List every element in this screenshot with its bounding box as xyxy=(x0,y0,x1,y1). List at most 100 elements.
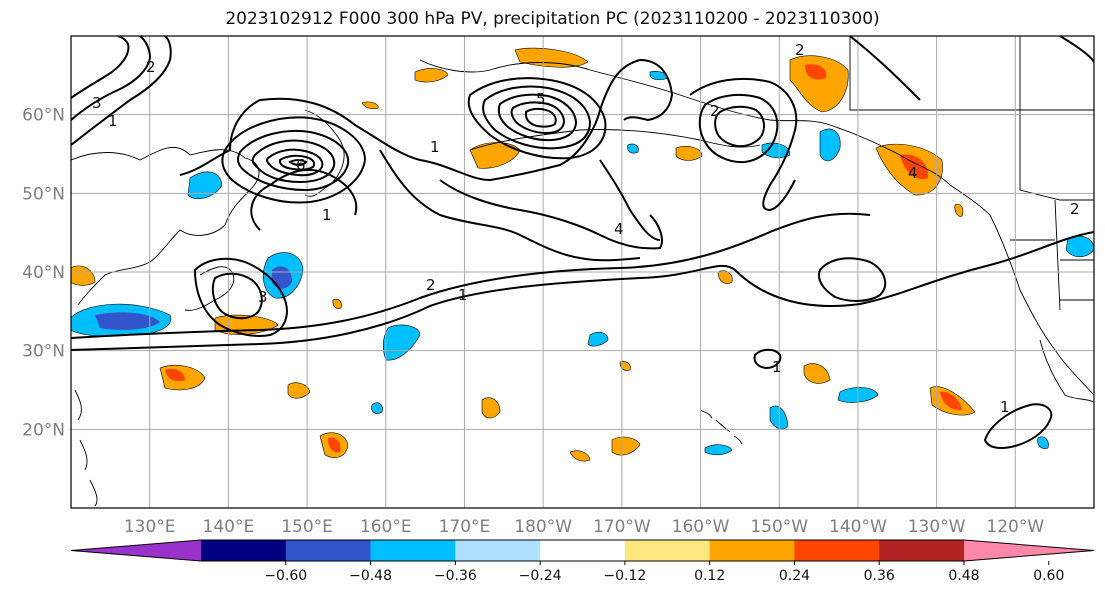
precip-blob xyxy=(287,382,311,399)
contour-1 xyxy=(179,58,674,182)
precip-blob xyxy=(627,143,639,154)
colorbar-extend-low xyxy=(71,540,201,561)
latitude-labels: 60°N 50°N 40°N 30°N 20°N xyxy=(22,106,65,441)
contour-label: 2 xyxy=(146,58,156,76)
contour-label: 4 xyxy=(908,164,918,182)
precip-blob xyxy=(587,331,609,347)
contour-label: 1 xyxy=(458,286,468,304)
contour-aleut-5 xyxy=(524,107,557,128)
precip-blob xyxy=(95,312,160,330)
colorbar-tick-label: −0.36 xyxy=(434,568,477,584)
colorbar: −0.60 −0.48 −0.36 −0.24 −0.12 0.12 0.24 0.36 0.4… xyxy=(70,539,1095,584)
coastline-na-west xyxy=(989,214,1094,396)
contour-low-5 xyxy=(278,154,316,171)
state-border xyxy=(1019,36,1094,201)
contour-nw-3 xyxy=(71,36,130,99)
colorbar-tick-label: 0.48 xyxy=(948,568,979,584)
colorbar-segment xyxy=(624,540,711,561)
contour-aleut-3 xyxy=(497,93,578,142)
contour-east-1 xyxy=(689,77,798,212)
colorbar-segment xyxy=(455,540,541,561)
precip-blob xyxy=(805,64,827,80)
contour-loop-2 xyxy=(753,348,782,370)
lon-label: 140°W xyxy=(829,517,887,537)
coastline-philippines xyxy=(74,389,98,507)
precip-blob xyxy=(704,444,733,456)
lat-label: 60°N xyxy=(22,106,65,126)
precip-blob xyxy=(789,55,849,113)
colorbar-tick-label: −0.60 xyxy=(264,568,307,584)
contour-aleut-1 xyxy=(467,77,607,160)
contour-label: 1 xyxy=(108,112,118,130)
precip-blob xyxy=(761,142,791,159)
contour-label: 1 xyxy=(322,206,332,224)
contour-low-6 xyxy=(288,159,308,166)
coastline-hawaii xyxy=(699,409,743,445)
coastline-baja xyxy=(1039,339,1094,403)
precip-blob xyxy=(675,146,703,161)
colorbar-segment xyxy=(879,540,965,561)
lon-label: 140°E xyxy=(203,517,255,537)
precip-blob xyxy=(819,128,841,162)
colorbar-tick-label: 0.12 xyxy=(694,568,725,584)
coastline-alaska xyxy=(419,59,991,216)
longitude-labels: 130°E 140°E 150°E 160°E 170°E 180°W 170°W 160°W… xyxy=(124,517,1045,537)
contour-label: 1 xyxy=(430,138,440,156)
lon-label: 130°E xyxy=(124,517,176,537)
contour-loop-1 xyxy=(983,403,1053,449)
precip-blob xyxy=(717,270,733,284)
precip-blob xyxy=(414,68,449,83)
map-content: 1 2 1 1 2 2 6 5 3 4 4 1 1 1 3 2 2 xyxy=(71,36,1094,508)
contour-high-eq xyxy=(250,168,358,231)
contour-low-1 xyxy=(221,116,367,204)
coastline-japan xyxy=(184,266,235,311)
colorbar-segment xyxy=(709,540,795,561)
contour-label: 1 xyxy=(772,358,782,376)
precip-blob xyxy=(954,203,964,217)
contour-low-2 xyxy=(237,129,350,192)
precip-blob xyxy=(71,265,96,286)
precip-blob xyxy=(900,154,929,180)
colorbar-extend-high xyxy=(964,540,1094,561)
contour-labels: 1 2 1 1 2 2 6 5 3 4 4 1 1 1 3 2 2 xyxy=(92,41,1080,416)
contour-mid-2 xyxy=(439,179,663,250)
precip-blob xyxy=(940,391,962,411)
precip-blob xyxy=(187,171,223,200)
contour-jp-1 xyxy=(193,257,288,337)
precip-blob xyxy=(619,361,631,371)
lon-label: 160°W xyxy=(672,517,730,537)
contour-aleut-4 xyxy=(510,101,566,135)
contour-ne-2 xyxy=(1059,36,1094,63)
lon-label: 170°E xyxy=(439,517,491,537)
precip-blob xyxy=(1037,436,1049,449)
colorbar-tick-label: 0.36 xyxy=(864,568,895,584)
contour-label: 2 xyxy=(426,276,436,294)
colorbar-segment xyxy=(201,540,287,561)
contour-1 xyxy=(71,231,1094,351)
precip-blob xyxy=(382,324,421,361)
precip-blob xyxy=(361,101,379,110)
coastline-asia xyxy=(71,146,260,306)
precip-blob xyxy=(371,402,383,414)
precip-blob xyxy=(332,298,342,309)
contour-label: 4 xyxy=(614,220,624,238)
colorbar-tick-label: −0.48 xyxy=(349,568,392,584)
contour-east-3 xyxy=(714,105,765,148)
contour-label: 3 xyxy=(258,288,268,306)
precip-blob xyxy=(1065,235,1094,258)
contour-label: 3 xyxy=(92,94,102,112)
precip-blob xyxy=(328,437,341,453)
lat-label: 50°N xyxy=(22,184,65,204)
precip-blob xyxy=(569,450,591,462)
lon-label: 150°W xyxy=(750,517,808,537)
map-frame xyxy=(70,35,1095,509)
precip-blob xyxy=(481,397,501,419)
contour-label: 2 xyxy=(795,41,805,59)
colorbar-outline xyxy=(70,539,1095,562)
colorbar-segment xyxy=(370,540,456,561)
contour-jp-2 xyxy=(211,272,263,320)
lat-label: 30°N xyxy=(22,342,65,362)
coastline-greenland-hint xyxy=(849,36,1094,111)
precip-blob xyxy=(803,363,831,384)
